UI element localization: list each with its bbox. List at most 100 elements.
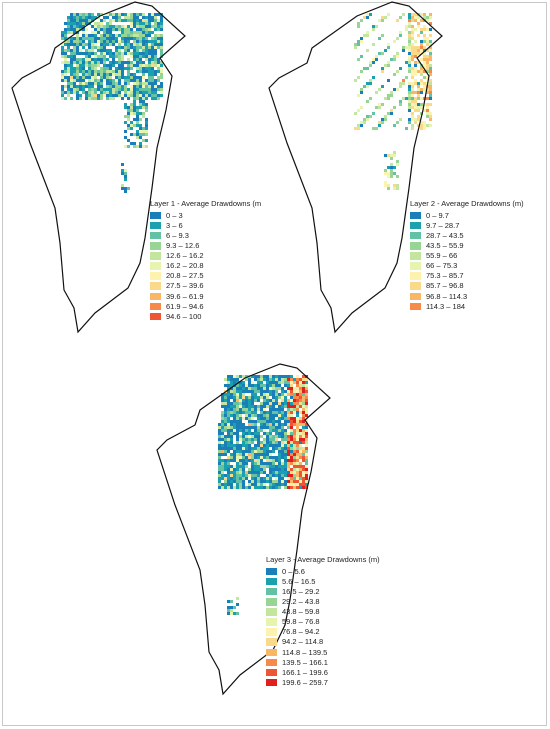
- drawdown-cell: [278, 384, 281, 387]
- drawdown-cell: [145, 118, 148, 121]
- drawdown-cell: [70, 52, 73, 55]
- drawdown-cell: [257, 426, 260, 429]
- drawdown-cell: [272, 387, 275, 390]
- drawdown-cell: [230, 438, 233, 441]
- drawdown-cell: [106, 91, 109, 94]
- legend-swatch: [150, 211, 161, 220]
- drawdown-cell: [236, 396, 239, 399]
- drawdown-cell: [251, 465, 254, 468]
- drawdown-cell: [133, 79, 136, 82]
- drawdown-cell: [242, 465, 245, 468]
- drawdown-cell: [236, 417, 239, 420]
- drawdown-cell: [275, 420, 278, 423]
- drawdown-cell: [70, 22, 73, 25]
- drawdown-cell: [299, 405, 302, 408]
- drawdown-cell: [387, 13, 390, 16]
- drawdown-cell: [112, 97, 115, 100]
- drawdown-cell: [157, 94, 160, 97]
- drawdown-cell: [67, 67, 70, 70]
- drawdown-cell: [85, 22, 88, 25]
- drawdown-cell: [82, 46, 85, 49]
- drawdown-cell: [381, 19, 384, 22]
- drawdown-cell: [136, 136, 139, 139]
- drawdown-cell: [103, 94, 106, 97]
- drawdown-cell: [94, 31, 97, 34]
- drawdown-cell: [227, 384, 230, 387]
- drawdown-cell: [290, 441, 293, 444]
- drawdown-cell: [363, 67, 366, 70]
- drawdown-cell: [115, 28, 118, 31]
- drawdown-cell: [251, 426, 254, 429]
- drawdown-cell: [251, 408, 254, 411]
- drawdown-cell: [260, 465, 263, 468]
- drawdown-cell: [366, 31, 369, 34]
- drawdown-cell: [263, 384, 266, 387]
- drawdown-cell: [239, 423, 242, 426]
- drawdown-cell: [408, 31, 411, 34]
- drawdown-cell: [423, 70, 426, 73]
- drawdown-cell: [121, 94, 124, 97]
- drawdown-cell: [82, 76, 85, 79]
- drawdown-cell: [414, 64, 417, 67]
- drawdown-cell: [97, 88, 100, 91]
- drawdown-cell: [411, 85, 414, 88]
- drawdown-cell: [230, 600, 233, 603]
- drawdown-cell: [417, 94, 420, 97]
- drawdown-cell: [227, 435, 230, 438]
- drawdown-cell: [257, 486, 260, 489]
- drawdown-cell: [148, 61, 151, 64]
- drawdown-cell: [109, 49, 112, 52]
- drawdown-cell: [366, 115, 369, 118]
- drawdown-cell: [88, 67, 91, 70]
- drawdown-cell: [154, 34, 157, 37]
- drawdown-cell: [88, 73, 91, 76]
- drawdown-cell: [269, 468, 272, 471]
- drawdown-cell: [136, 118, 139, 121]
- drawdown-cell: [112, 19, 115, 22]
- drawdown-cell: [85, 91, 88, 94]
- drawdown-cell: [275, 444, 278, 447]
- drawdown-cell: [106, 13, 109, 16]
- drawdown-cell: [100, 88, 103, 91]
- drawdown-cell: [245, 453, 248, 456]
- drawdown-cell: [387, 166, 390, 169]
- legend-swatch: [150, 282, 161, 290]
- drawdown-cell: [118, 94, 121, 97]
- drawdown-cell: [227, 600, 230, 603]
- drawdown-cell: [254, 486, 257, 489]
- drawdown-cell: [121, 58, 124, 61]
- drawdown-cell: [70, 13, 73, 16]
- drawdown-cell: [142, 37, 145, 40]
- drawdown-cell: [100, 40, 103, 43]
- drawdown-cell: [281, 471, 284, 474]
- drawdown-cell: [106, 52, 109, 55]
- drawdown-cell: [67, 31, 70, 34]
- drawdown-cell: [133, 40, 136, 43]
- drawdown-cell: [106, 88, 109, 91]
- drawdown-cell: [248, 420, 251, 423]
- drawdown-cell: [136, 130, 139, 133]
- drawdown-cell: [227, 402, 230, 405]
- drawdown-cell: [281, 441, 284, 444]
- drawdown-cell: [263, 420, 266, 423]
- drawdown-cell: [233, 417, 236, 420]
- drawdown-cell: [281, 423, 284, 426]
- drawdown-cell: [82, 73, 85, 76]
- drawdown-cell: [284, 456, 287, 459]
- drawdown-cell: [148, 70, 151, 73]
- legend-label: 114.8 – 139.5: [282, 647, 328, 657]
- legend-item: 12.6 – 16.2: [150, 251, 261, 261]
- drawdown-cell: [118, 88, 121, 91]
- drawdown-cell: [82, 58, 85, 61]
- drawdown-cell: [263, 480, 266, 483]
- drawdown-cell: [115, 40, 118, 43]
- drawdown-cell: [357, 127, 360, 130]
- drawdown-cell: [236, 414, 239, 417]
- drawdown-cell: [112, 91, 115, 94]
- drawdown-cell: [85, 37, 88, 40]
- drawdown-cell: [305, 477, 308, 480]
- drawdown-cell: [405, 25, 408, 28]
- drawdown-cell: [293, 471, 296, 474]
- drawdown-cell: [227, 423, 230, 426]
- drawdown-cell: [239, 396, 242, 399]
